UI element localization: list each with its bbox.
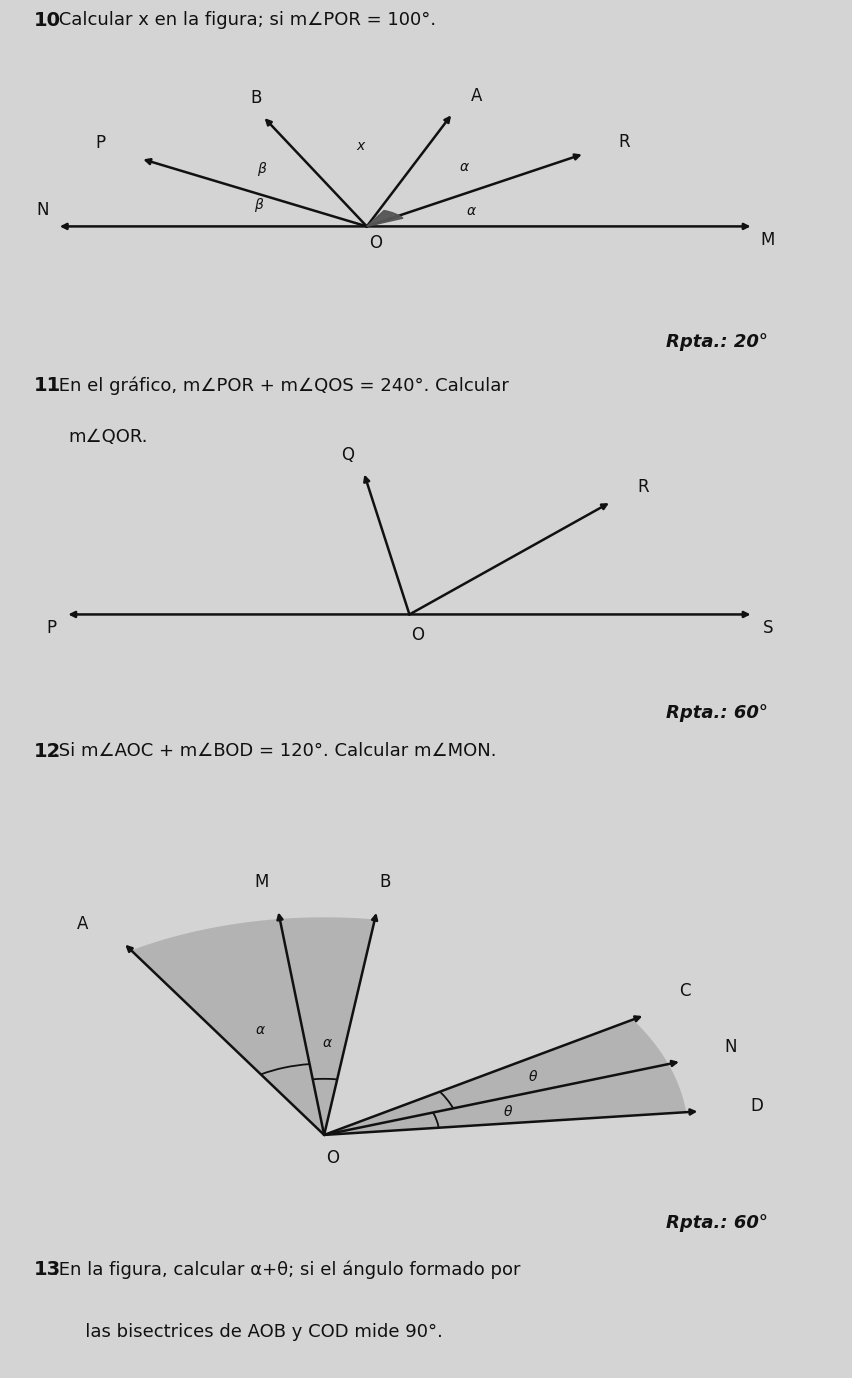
Text: α: α	[255, 1022, 264, 1036]
Text: α: α	[459, 160, 469, 174]
Text: O: O	[411, 627, 424, 645]
Text: m∠QOR.: m∠QOR.	[68, 429, 147, 446]
Text: 12: 12	[34, 743, 61, 761]
Text: O: O	[325, 1149, 339, 1167]
Text: M: M	[760, 230, 774, 248]
Text: β: β	[254, 198, 262, 212]
Polygon shape	[131, 918, 374, 1135]
Text: B: B	[250, 90, 262, 107]
Text: .En la figura, calcular α+θ; si el ángulo formado por: .En la figura, calcular α+θ; si el ángul…	[53, 1259, 520, 1279]
Text: β: β	[257, 161, 266, 176]
Text: A: A	[470, 87, 482, 105]
Text: Rpta.: 60°: Rpta.: 60°	[665, 1214, 767, 1232]
Text: 11: 11	[34, 376, 61, 395]
Text: M: M	[254, 872, 268, 890]
Text: P: P	[95, 135, 106, 153]
Text: Rpta.: 20°: Rpta.: 20°	[665, 332, 767, 350]
Text: D: D	[750, 1097, 763, 1115]
Text: 13: 13	[34, 1259, 61, 1279]
Text: α: α	[467, 204, 475, 218]
Text: A: A	[77, 915, 89, 933]
Text: R: R	[636, 478, 648, 496]
Text: C: C	[678, 981, 690, 999]
Text: las bisectrices de AOB y COD mide 90°.: las bisectrices de AOB y COD mide 90°.	[68, 1323, 442, 1341]
Text: N: N	[723, 1038, 735, 1056]
Text: R: R	[618, 134, 630, 152]
Polygon shape	[324, 1020, 685, 1135]
Text: x: x	[355, 139, 364, 153]
Text: Rpta.: 60°: Rpta.: 60°	[665, 704, 767, 722]
Wedge shape	[366, 211, 402, 226]
Text: .Si m∠AOC + m∠BOD = 120°. Calcular m∠MON.: .Si m∠AOC + m∠BOD = 120°. Calcular m∠MON…	[53, 743, 496, 761]
Text: P: P	[46, 619, 56, 637]
Text: 10: 10	[34, 11, 61, 30]
Text: O: O	[368, 234, 382, 252]
Text: .En el gráfico, m∠POR + m∠QOS = 240°. Calcular: .En el gráfico, m∠POR + m∠QOS = 240°. Ca…	[53, 376, 508, 395]
Text: θ: θ	[503, 1105, 511, 1119]
Text: B: B	[379, 874, 390, 892]
Text: S: S	[762, 619, 772, 637]
Text: N: N	[37, 201, 49, 219]
Text: α: α	[322, 1036, 331, 1050]
Text: θ: θ	[528, 1069, 537, 1083]
Text: .Calcular x en la figura; si m∠POR = 100°.: .Calcular x en la figura; si m∠POR = 100…	[53, 11, 435, 29]
Text: Q: Q	[340, 445, 354, 463]
